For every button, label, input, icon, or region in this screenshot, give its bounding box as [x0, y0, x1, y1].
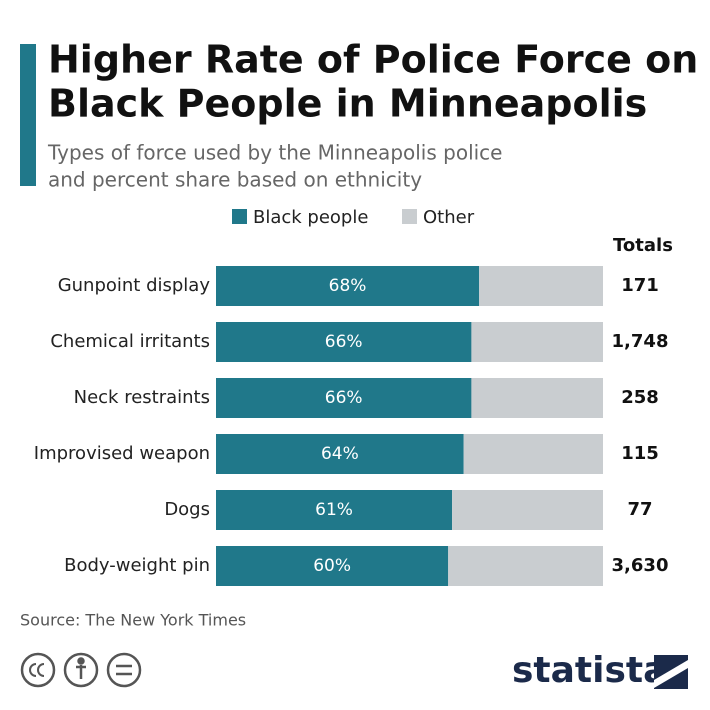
subtitle: and percent share based on ethnicity [48, 168, 422, 192]
accent-bar [20, 44, 36, 186]
total-label: 77 [627, 499, 652, 520]
bar-segment [216, 266, 480, 306]
bar-segment [448, 546, 603, 586]
total-label: 1,748 [612, 331, 669, 352]
totals-header: Totals [613, 235, 673, 256]
bar-segment [216, 378, 472, 418]
category-label: Dogs [164, 499, 210, 520]
bar-segment [216, 546, 449, 586]
bar-segment [471, 322, 603, 362]
total-label: 171 [621, 275, 659, 296]
chart-title: Higher Rate of Police Force on [48, 38, 698, 82]
legend-swatch [402, 209, 417, 224]
legend-label: Black people [253, 207, 368, 228]
brand: statista [512, 650, 667, 691]
category-label: Body-weight pin [64, 555, 210, 576]
total-label: 115 [621, 443, 659, 464]
total-label: 3,630 [612, 555, 669, 576]
bar-segment [471, 378, 603, 418]
bar-segment [463, 434, 603, 474]
value-label: 66% [325, 388, 363, 408]
category-label: Gunpoint display [58, 275, 211, 296]
source: Source: The New York Times [20, 611, 246, 630]
category-label: Chemical irritants [50, 331, 210, 352]
bar-segment [216, 490, 453, 530]
license-icons [20, 652, 142, 688]
chart-title: Black People in Minneapolis [48, 82, 647, 126]
value-label: 64% [321, 444, 359, 464]
value-label: 61% [315, 500, 353, 520]
bar-segment [479, 266, 603, 306]
value-label: 66% [325, 332, 363, 352]
bar-segment [216, 434, 464, 474]
bar-segment [452, 490, 603, 530]
category-label: Improvised weapon [34, 443, 210, 464]
brand-icon [654, 655, 688, 689]
legend-label: Other [423, 207, 475, 228]
category-label: Neck restraints [74, 387, 210, 408]
subtitle: Types of force used by the Minneapolis p… [47, 141, 502, 165]
value-label: 68% [329, 276, 367, 296]
bar-segment [216, 322, 472, 362]
total-label: 258 [621, 387, 659, 408]
legend-swatch [232, 209, 247, 224]
value-label: 60% [313, 556, 351, 576]
